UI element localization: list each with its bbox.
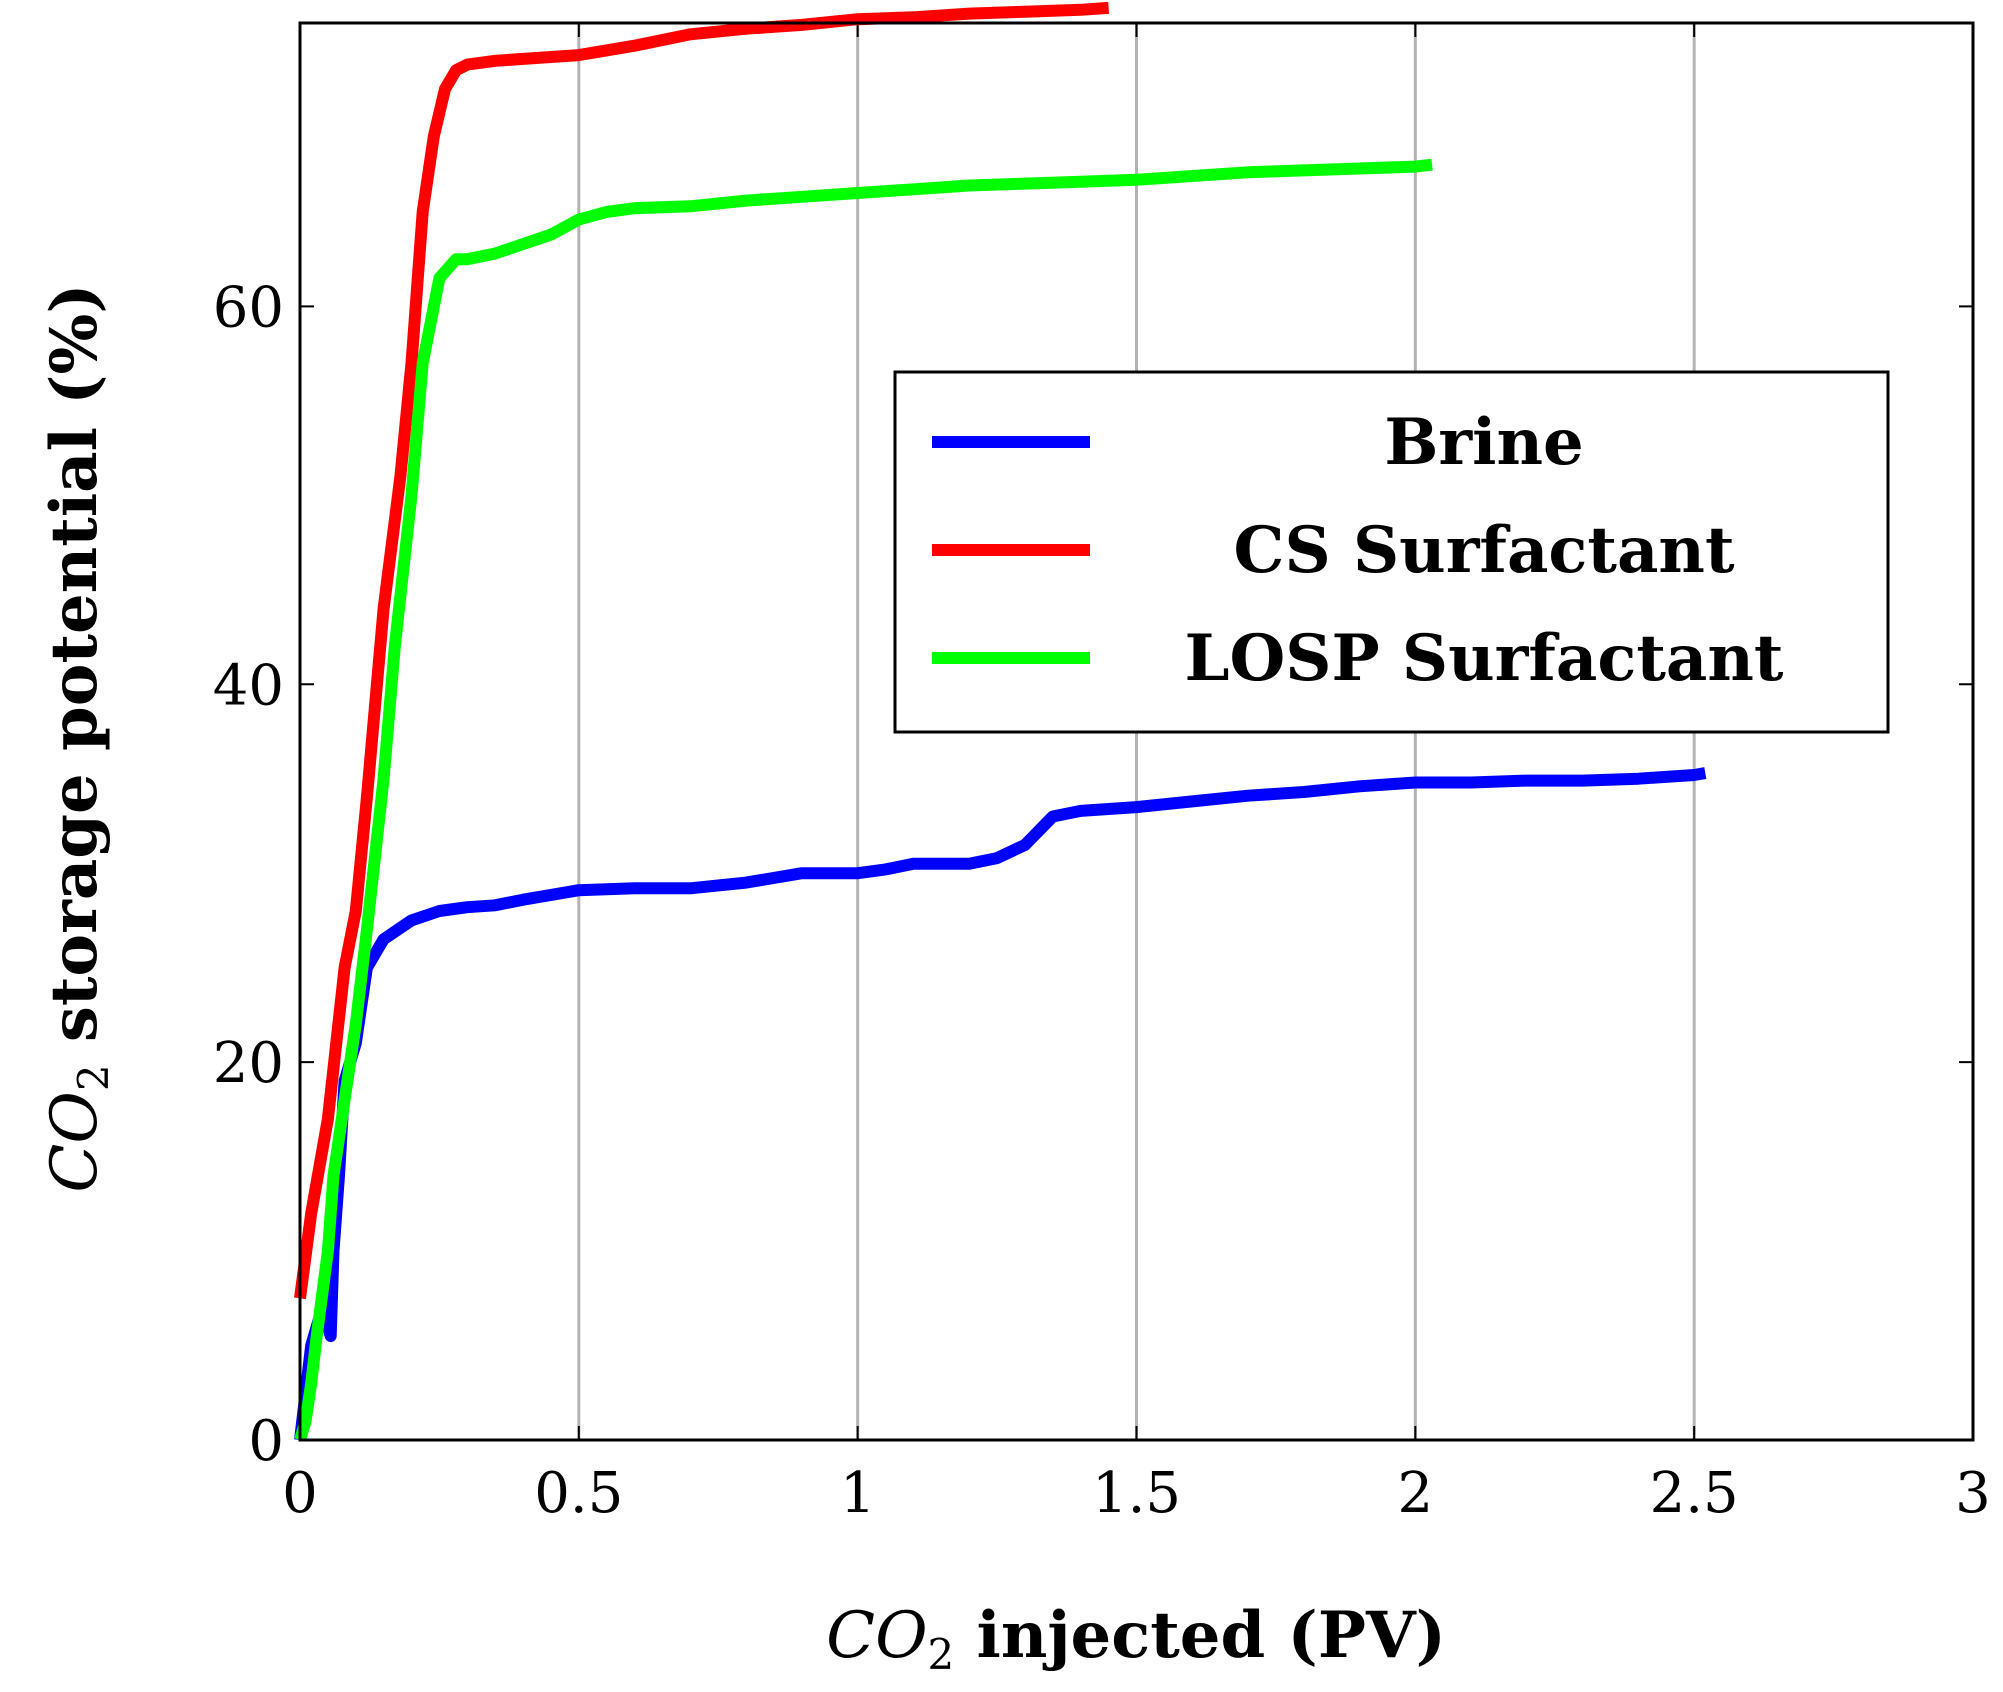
y-tick-label: 60 <box>213 275 284 340</box>
series-line-brine <box>294 767 1707 1441</box>
y-axis-title-text: storage potential (%) <box>37 283 112 1064</box>
x-tick-labels: 0 0.5 1 1.5 2 2.5 3 <box>282 1461 1991 1526</box>
x-tick-label: 3 <box>1955 1461 1991 1526</box>
x-axis-title-symbol: CO <box>826 1599 927 1673</box>
x-tick-label: 0.5 <box>534 1461 623 1526</box>
plot-frame <box>298 21 1975 1442</box>
y-axis-title-symbol: CO <box>38 1091 112 1192</box>
y-axis-title-subscript: 2 <box>69 1064 118 1091</box>
x-tick-label: 0 <box>282 1461 318 1526</box>
x-tick-label: 1.5 <box>1092 1461 1181 1526</box>
data-series <box>294 1 1707 1442</box>
x-axis-title-text: injected (PV) <box>954 1598 1446 1673</box>
y-tick-label: 0 <box>248 1409 284 1474</box>
x-tick-label: 2 <box>1398 1461 1434 1526</box>
x-axis-title-subscript: 2 <box>928 1630 955 1679</box>
x-tick-label: 1 <box>840 1461 876 1526</box>
y-tick-label: 20 <box>213 1031 284 1096</box>
y-tick-label: 40 <box>213 653 284 718</box>
series-line-losp-surfactant <box>294 158 1433 1442</box>
legend-label: CS Surfactant <box>1234 513 1735 588</box>
legend-label: Brine <box>1384 405 1583 480</box>
x-tick-label: 2.5 <box>1650 1461 1739 1526</box>
legend: Brine CS Surfactant LOSP Surfactant <box>893 370 1890 734</box>
x-axis-title: CO2 injected (PV) <box>826 1598 1446 1679</box>
legend-label: LOSP Surfactant <box>1185 621 1784 696</box>
y-tick-labels: 0 20 40 60 <box>213 275 284 1474</box>
y-axis-title: CO2 storage potential (%) <box>37 283 118 1192</box>
series-line-cs-surfactant <box>294 1 1110 1300</box>
